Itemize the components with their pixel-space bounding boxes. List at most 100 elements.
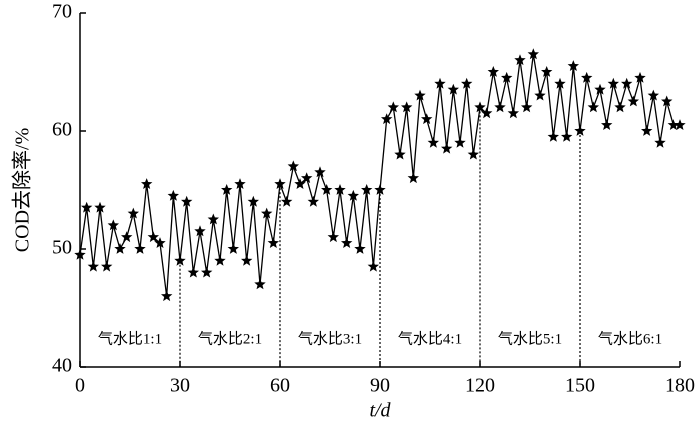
star-marker [114, 243, 126, 254]
star-marker [661, 95, 673, 107]
star-marker [601, 119, 613, 130]
star-marker [167, 189, 179, 201]
star-marker [294, 178, 306, 189]
star-marker [561, 130, 573, 142]
star-marker [507, 107, 519, 119]
star-marker [614, 101, 626, 113]
star-marker [501, 71, 513, 83]
star-marker [107, 219, 119, 231]
star-marker [334, 184, 346, 195]
star-marker [474, 101, 486, 113]
x-tick-label: 30 [170, 375, 190, 397]
star-marker [254, 278, 266, 290]
star-marker [441, 142, 453, 154]
star-marker [467, 148, 479, 160]
star-marker [434, 77, 446, 89]
star-marker [214, 254, 226, 266]
star-marker [194, 225, 206, 237]
star-marker [494, 101, 506, 113]
star-marker [287, 160, 299, 172]
star-marker [547, 130, 559, 142]
star-marker [147, 231, 159, 243]
star-marker [314, 166, 326, 178]
star-marker [127, 207, 139, 219]
star-marker [121, 231, 133, 243]
star-marker [394, 148, 406, 160]
star-marker [301, 172, 313, 184]
star-marker [261, 207, 273, 219]
x-axis-label: t/d [369, 400, 391, 422]
star-marker [321, 184, 333, 195]
star-marker [341, 237, 353, 248]
star-marker [574, 125, 586, 136]
annotation: 气水比5:1 [498, 330, 562, 347]
x-tick-label: 180 [665, 375, 695, 397]
star-marker [307, 195, 319, 207]
star-marker [247, 195, 259, 207]
star-marker [327, 231, 339, 243]
star-marker [587, 101, 599, 113]
star-marker [374, 184, 386, 195]
star-marker [267, 237, 279, 248]
y-tick-label: 70 [52, 1, 72, 23]
star-marker [161, 290, 173, 302]
star-marker [181, 195, 193, 207]
star-marker [141, 178, 153, 189]
star-marker [541, 66, 553, 77]
star-marker [387, 101, 399, 113]
y-tick-label: 40 [52, 355, 72, 377]
star-marker [647, 89, 659, 101]
star-marker [101, 260, 113, 272]
y-axis-label: COD去除率/% [11, 128, 34, 252]
star-marker [154, 237, 166, 248]
star-marker [427, 136, 439, 148]
star-marker [487, 66, 499, 77]
x-tick-label: 0 [75, 375, 85, 397]
star-marker [554, 77, 566, 89]
star-marker [634, 71, 646, 83]
star-marker [87, 260, 99, 272]
star-marker [174, 254, 186, 266]
star-marker [134, 243, 146, 254]
x-tick-label: 60 [270, 375, 290, 397]
star-marker [361, 184, 373, 195]
star-marker [274, 178, 286, 189]
annotation: 气水比3:1 [298, 330, 362, 347]
annotation: 气水比6:1 [598, 330, 662, 347]
star-marker [667, 119, 679, 130]
star-marker [94, 201, 106, 213]
star-marker [627, 95, 639, 107]
annotation: 气水比2:1 [198, 330, 262, 347]
star-marker [454, 136, 466, 148]
star-marker [281, 195, 293, 207]
annotation: 气水比4:1 [398, 330, 462, 347]
y-tick-label: 50 [52, 237, 72, 259]
star-marker [241, 254, 253, 266]
star-marker [514, 54, 526, 66]
star-marker [421, 113, 433, 125]
star-marker [367, 260, 379, 272]
star-marker [227, 243, 239, 254]
star-marker [201, 266, 213, 278]
star-marker [347, 189, 359, 201]
annotation: 气水比1:1 [98, 330, 162, 347]
x-tick-label: 120 [465, 375, 495, 397]
y-tick-label: 60 [52, 119, 72, 141]
star-marker [481, 107, 493, 119]
star-marker [581, 71, 593, 83]
star-marker [407, 172, 419, 184]
star-marker [621, 77, 633, 89]
star-marker [567, 60, 579, 71]
star-marker [234, 178, 246, 189]
star-marker [527, 48, 539, 60]
star-marker [674, 119, 686, 130]
star-marker [534, 89, 546, 101]
star-marker [594, 83, 606, 95]
star-marker [414, 89, 426, 101]
star-marker [447, 83, 459, 95]
star-marker [221, 184, 233, 195]
star-marker [354, 243, 366, 254]
x-tick-label: 150 [565, 375, 595, 397]
star-marker [401, 101, 413, 113]
star-marker [381, 113, 393, 125]
